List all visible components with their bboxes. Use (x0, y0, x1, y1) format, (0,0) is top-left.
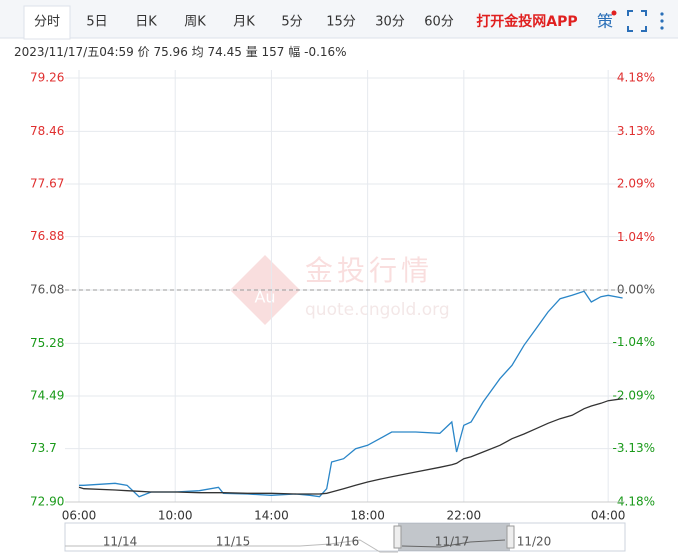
info-label: 幅 (288, 44, 300, 59)
y-tick-label: 76.08 (30, 283, 64, 297)
navigator-date: 11/20 (517, 535, 552, 549)
info-time: 2023/11/17/五04:59 (14, 45, 134, 59)
y-tick-label: 72.90 (30, 495, 64, 509)
x-tick-label: 22:00 (447, 509, 482, 523)
x-tick-label: 14:00 (254, 509, 289, 523)
y2-tick-label: -3.13% (613, 441, 655, 455)
tab[interactable]: 5日 (86, 15, 107, 30)
info-value: 157 (262, 45, 285, 59)
x-tick-label: 06:00 (62, 509, 97, 523)
y2-tick-label: 4.18% (617, 71, 655, 85)
app-link[interactable]: 打开金投网APP (476, 13, 577, 30)
info-label: 量 (246, 45, 258, 59)
info-label: 价 (138, 45, 150, 59)
navigator-handle[interactable] (393, 525, 402, 549)
y-tick-label: 79.26 (30, 71, 64, 85)
y-tick-label: 78.46 (30, 124, 64, 138)
y2-tick-label: 1.04% (617, 230, 655, 244)
y-tick-label: 75.28 (30, 336, 64, 350)
menu-icon[interactable] (660, 12, 664, 30)
info-label: 均 (192, 45, 204, 59)
tab[interactable]: 30分 (375, 15, 405, 30)
x-tick-label: 04:00 (591, 509, 626, 523)
tab[interactable]: 日K (135, 15, 157, 30)
navigator-date: 11/16 (325, 535, 360, 549)
y2-tick-label: -4.18% (613, 495, 655, 509)
y-tick-label: 73.7 (30, 441, 57, 455)
navigator-trace (65, 539, 398, 553)
y-tick-label: 77.67 (30, 177, 64, 191)
navigator-date: 11/15 (216, 535, 251, 549)
badge-dot (611, 10, 617, 16)
strategy-button[interactable]: 策 (597, 12, 613, 31)
tab-bar (0, 0, 678, 38)
fullscreen-icon[interactable] (627, 10, 647, 32)
y2-tick-label: -1.04% (613, 335, 655, 349)
tab[interactable]: 60分 (424, 15, 454, 30)
navigator-date: 11/17 (435, 535, 470, 549)
y2-tick-label: 0.00% (617, 283, 655, 297)
navigator-handle[interactable] (506, 525, 515, 549)
active-tab[interactable] (23, 5, 71, 40)
tab[interactable]: 5分 (281, 15, 302, 30)
navigator-date: 11/14 (103, 535, 138, 549)
y2-tick-label: 2.09% (617, 177, 655, 191)
y2-tick-label: 3.13% (617, 124, 655, 138)
watermark-url: quote.cngold.org (305, 300, 450, 320)
x-tick-label: 18:00 (350, 509, 385, 523)
series-line (78, 398, 623, 495)
y2-tick-label: -2.09% (613, 389, 655, 403)
tab[interactable]: 周K (184, 15, 206, 30)
tab[interactable]: 15分 (326, 15, 356, 30)
x-tick-label: 10:00 (158, 509, 193, 523)
y-tick-label: 76.88 (30, 229, 64, 243)
tab[interactable]: 分时 (34, 15, 60, 30)
watermark-logo-text: Au (254, 288, 275, 307)
navigator-trace (401, 539, 506, 548)
info-value: 75.96 (153, 45, 187, 59)
info-value: 74.45 (208, 45, 242, 59)
info-line: 2023/11/17/五04:59 价 75.96 均 74.45 量 157 … (14, 44, 347, 59)
series-line (79, 290, 623, 498)
watermark-title: 金投行情 (305, 254, 433, 287)
y-tick-label: 74.49 (30, 389, 64, 403)
info-value: -0.16% (304, 45, 346, 59)
tab[interactable]: 月K (233, 15, 255, 30)
